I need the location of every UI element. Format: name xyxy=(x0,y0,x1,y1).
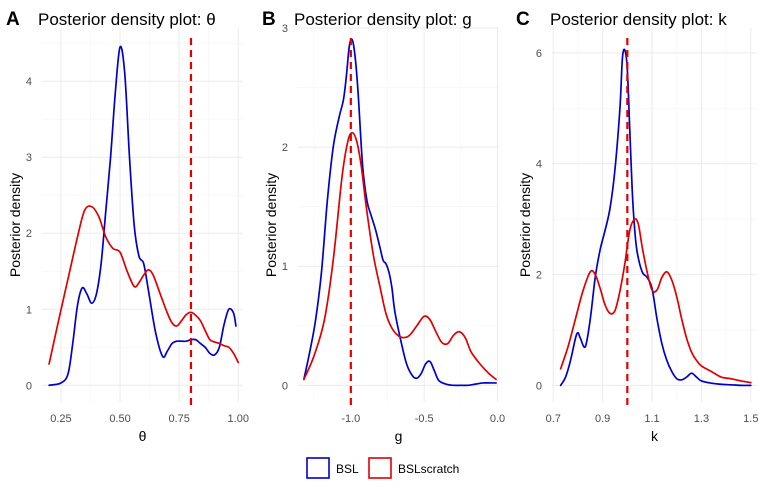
legend-key-bslscratch xyxy=(368,457,392,479)
y-tick-label: 4 xyxy=(536,159,542,171)
series-line-bslscratch-a xyxy=(48,205,240,365)
y-tick-label: 6 xyxy=(536,48,542,60)
panel-title-b: Posterior density plot: g xyxy=(294,10,472,29)
y-tick-label: 4 xyxy=(26,76,32,88)
x-tick-label: -1.0 xyxy=(341,413,360,425)
panel-c: 0.7 0.9 1.1 1.3 1.5 0 2 4 6 k Posterior density C Po… xyxy=(516,9,758,444)
y-tick-label: 2 xyxy=(282,142,288,154)
gridlines-c xyxy=(552,28,757,402)
series-line-bslscratch-c xyxy=(559,218,752,384)
x-axis-label-b: g xyxy=(395,428,403,444)
y-tick-label: 3 xyxy=(282,23,288,35)
y-tick-label: 0 xyxy=(26,380,32,392)
y-tick-label: 1 xyxy=(26,304,32,316)
legend: BSL BSLscratch xyxy=(306,457,459,479)
series-line-bsl-a xyxy=(48,45,237,387)
y-tick-label: 2 xyxy=(536,270,542,282)
y-tick-label: 0 xyxy=(536,380,542,392)
panel-title-a: Posterior density plot: θ xyxy=(38,10,216,29)
y-tick-label: 0 xyxy=(282,380,288,392)
y-axis-label-a: Posterior density xyxy=(7,173,23,277)
x-tick-label: 1.3 xyxy=(694,413,709,425)
panel-a: 0.25 0.50 0.75 1.00 0 1 2 3 4 θ Posterior density A… xyxy=(6,9,249,444)
y-axis-label-c: Posterior density xyxy=(517,173,533,277)
y-tick-label: 1 xyxy=(282,261,288,273)
y-tick-label: 2 xyxy=(26,228,32,240)
series-line-bsl-c xyxy=(559,48,752,387)
x-tick-label: 0.7 xyxy=(546,413,561,425)
panel-letter-c: C xyxy=(516,9,530,30)
legend-label-bslscratch: BSLscratch xyxy=(398,462,459,476)
x-tick-label: 0.9 xyxy=(595,413,610,425)
panel-letter-a: A xyxy=(6,9,20,30)
x-tick-label: 0.0 xyxy=(490,413,505,425)
x-tick-label: -0.5 xyxy=(415,413,434,425)
legend-label-bsl: BSL xyxy=(336,462,359,476)
y-tick-label: 3 xyxy=(26,152,32,164)
series-line-bsl-b xyxy=(303,38,497,387)
panel-letter-b: B xyxy=(262,9,276,30)
x-tick-label: 0.50 xyxy=(109,413,130,425)
x-tick-label: 0.25 xyxy=(50,413,71,425)
panel-b: -1.0 -0.5 0.0 0 1 2 3 g Posterior density B Poster… xyxy=(262,9,505,444)
series-line-bslscratch-b xyxy=(303,131,497,381)
legend-key-bsl xyxy=(306,457,330,479)
x-tick-label: 0.75 xyxy=(168,413,189,425)
x-tick-label: 1.1 xyxy=(644,413,659,425)
gridlines-b xyxy=(298,27,499,402)
x-axis-label-a: θ xyxy=(139,428,147,444)
panel-title-c: Posterior density plot: k xyxy=(550,10,727,29)
y-axis-label-b: Posterior density xyxy=(263,173,279,277)
x-tick-label: 1.00 xyxy=(228,413,249,425)
x-tick-label: 1.5 xyxy=(743,413,758,425)
x-axis-label-c: k xyxy=(651,428,659,444)
gridlines-a xyxy=(42,28,243,402)
